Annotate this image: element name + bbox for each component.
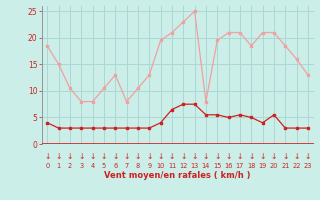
Text: ↓: ↓ [89,152,96,161]
X-axis label: Vent moyen/en rafales ( km/h ): Vent moyen/en rafales ( km/h ) [104,171,251,180]
Text: ↓: ↓ [101,152,107,161]
Text: ↓: ↓ [260,152,266,161]
Text: ↓: ↓ [112,152,118,161]
Text: ↓: ↓ [146,152,152,161]
Text: ↓: ↓ [157,152,164,161]
Text: ↓: ↓ [169,152,175,161]
Text: ↓: ↓ [282,152,288,161]
Text: ↓: ↓ [237,152,243,161]
Text: ↓: ↓ [67,152,73,161]
Text: ↓: ↓ [293,152,300,161]
Text: ↓: ↓ [124,152,130,161]
Text: ↓: ↓ [248,152,254,161]
Text: ↓: ↓ [78,152,84,161]
Text: ↓: ↓ [203,152,209,161]
Text: ↓: ↓ [44,152,51,161]
Text: ↓: ↓ [214,152,220,161]
Text: ↓: ↓ [191,152,198,161]
Text: ↓: ↓ [180,152,187,161]
Text: ↓: ↓ [225,152,232,161]
Text: ↓: ↓ [135,152,141,161]
Text: ↓: ↓ [305,152,311,161]
Text: ↓: ↓ [55,152,62,161]
Text: ↓: ↓ [271,152,277,161]
